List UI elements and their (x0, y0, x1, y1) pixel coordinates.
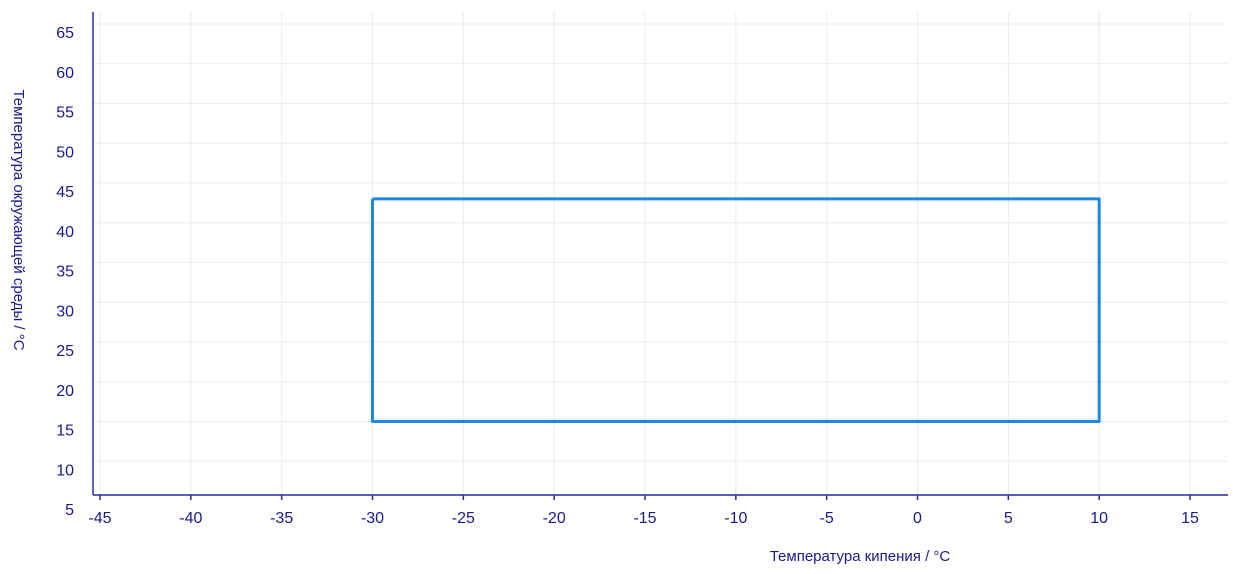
x-tick-label: 0 (913, 510, 922, 527)
x-tick-label: -15 (633, 510, 656, 527)
y-tick-label: 40 (56, 224, 74, 241)
y-axis-title: Температура окружающей среды / °C (10, 89, 27, 350)
y-tick-label: 15 (56, 423, 74, 440)
x-tick-label: -45 (88, 510, 111, 527)
x-tick-label: -25 (452, 510, 475, 527)
x-tick-label: -5 (820, 510, 834, 527)
y-tick-label: 35 (56, 264, 74, 281)
x-tick-label: -40 (179, 510, 202, 527)
x-tick-label: 15 (1181, 510, 1199, 527)
series-layer (371, 197, 1101, 423)
y-tick-label: 55 (56, 105, 74, 122)
x-tick-label: 10 (1090, 510, 1108, 527)
y-tick-label: 65 (56, 25, 74, 42)
y-tick-label: 25 (56, 343, 74, 360)
y-axis-ticks: 5 10 15 20 25 30 35 40 45 50 55 60 65 (56, 25, 74, 519)
y-tick-label: 10 (56, 462, 74, 479)
y-tick-label: 30 (56, 303, 74, 320)
y-tick-label: 5 (65, 502, 74, 519)
y-tick-label: 20 (56, 383, 74, 400)
x-tick-label: -20 (543, 510, 566, 527)
x-tick-label: 5 (1004, 510, 1013, 527)
x-tick-label: -10 (724, 510, 747, 527)
envelope-series-line (371, 197, 1101, 423)
grid (93, 12, 1228, 495)
x-axis-ticks: -45 -40 -35 -30 -25 -20 -15 -10 -5 0 5 10 15 (88, 495, 1199, 527)
y-tick-label: 45 (56, 184, 74, 201)
y-tick-label: 50 (56, 144, 74, 161)
x-tick-label: -35 (270, 510, 293, 527)
x-tick-label: -30 (361, 510, 384, 527)
x-axis-title: Температура кипения / °C (770, 548, 951, 565)
y-tick-label: 60 (56, 65, 74, 82)
